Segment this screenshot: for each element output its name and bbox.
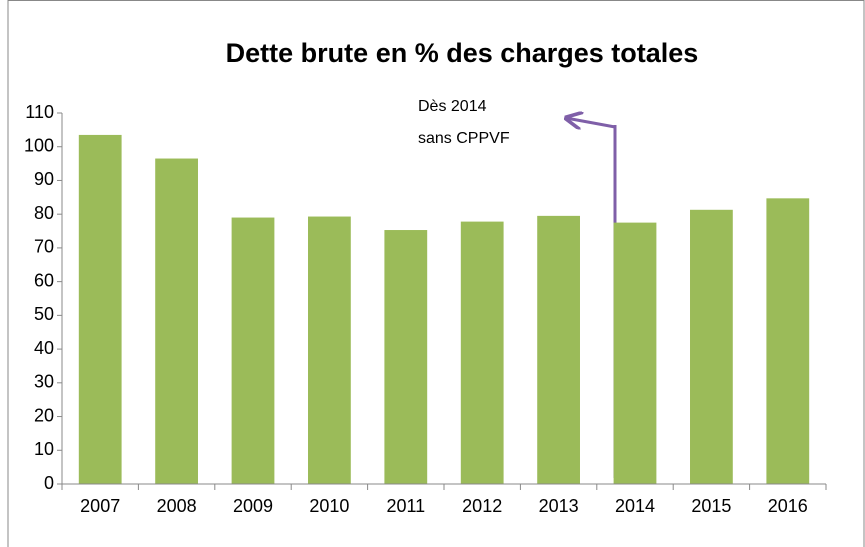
y-tick-label: 100 <box>24 135 54 155</box>
x-tick-label: 2016 <box>768 496 808 516</box>
bar <box>308 216 351 484</box>
bar <box>690 209 733 484</box>
annotation: Dès 2014 <box>418 98 487 115</box>
x-tick-label: 2015 <box>691 496 731 516</box>
y-tick-label: 20 <box>34 405 54 425</box>
x-tick-label: 2011 <box>386 496 425 516</box>
y-tick-label: 110 <box>25 102 54 122</box>
y-tick-label: 80 <box>34 203 54 223</box>
bar <box>155 158 198 485</box>
bar <box>231 217 275 484</box>
x-tick-label: 2007 <box>80 496 120 516</box>
x-tick-label: 2012 <box>462 496 502 516</box>
y-tick-label: 90 <box>34 169 54 189</box>
frame <box>7 0 865 547</box>
y-tick-label: 30 <box>34 372 54 392</box>
bar <box>766 198 810 484</box>
x-tick-label: 2009 <box>233 496 273 516</box>
x-tick-label: 2014 <box>615 496 655 516</box>
bar <box>78 134 122 484</box>
bar <box>460 221 504 485</box>
y-tick-label: 0 <box>44 473 54 493</box>
annotation-arrow <box>566 118 616 127</box>
y-tick-label: 60 <box>34 270 54 290</box>
y-tick-label: 50 <box>34 304 54 324</box>
y-tick-label: 70 <box>34 237 54 257</box>
annotation: sans CPPVF <box>418 130 510 147</box>
bar <box>384 230 428 484</box>
x-tick-label: 2008 <box>157 496 197 516</box>
bar <box>613 222 657 484</box>
y-tick-label: 40 <box>34 338 54 358</box>
bar <box>537 215 580 485</box>
chart-title: Dette brute en % des charges totales <box>226 38 699 68</box>
y-tick-label: 10 <box>34 439 54 459</box>
x-tick-label: 2010 <box>309 496 349 516</box>
x-tick-label: 2013 <box>539 496 579 516</box>
